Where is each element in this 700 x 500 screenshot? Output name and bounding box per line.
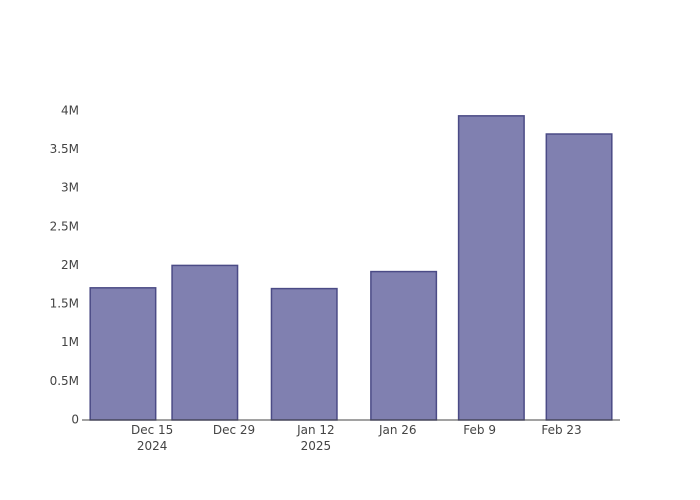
x-tick-label: Jan 26 [378,423,417,437]
y-tick-label: 2.5M [50,219,79,233]
x-tick-label: Feb 9 [463,423,496,437]
x-tick-label: Dec 15 2024 [131,423,173,453]
x-tick-label: Feb 23 [541,423,581,437]
bar [457,115,525,421]
y-tick-label: 4M [61,103,79,117]
bar [171,264,239,421]
y-tick-label: 3M [61,181,79,195]
y-tick-label: 0 [71,413,79,427]
y-tick-label: 2M [61,258,79,272]
y-tick-label: 1M [61,335,79,349]
bar [545,133,613,421]
y-tick-label: 0.5M [50,374,79,388]
bar [370,270,438,421]
x-tick-label: Jan 12 2025 [296,423,335,453]
bar [89,287,157,421]
bar [270,287,338,421]
x-tick-label: Dec 29 [213,423,255,437]
axes: 0 0.5M 1M 1.5M 2M 2.5M 3M 3.5M 4M Dec 15 2024 Dec 2… [50,103,620,453]
bars [89,115,613,421]
y-tick-label: 1.5M [50,297,79,311]
y-tick-label: 3.5M [50,142,79,156]
